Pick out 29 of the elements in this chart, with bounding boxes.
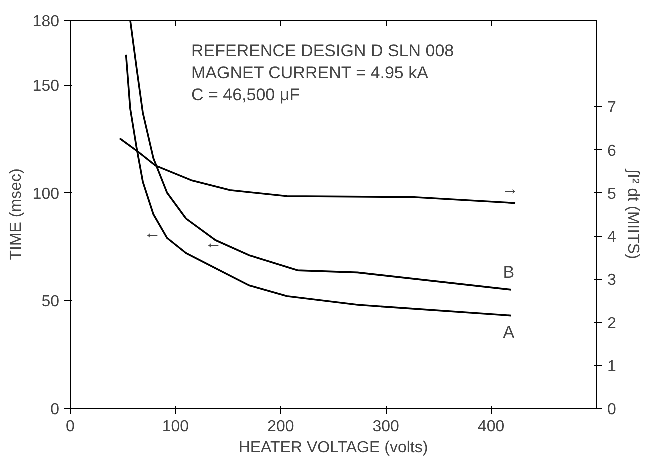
- y2-tick-label: 2: [608, 315, 616, 332]
- y-tick-label: 100: [32, 186, 60, 203]
- x-tick-label: 0: [66, 418, 76, 436]
- y2-tick-label: 4: [608, 229, 616, 246]
- annotation: MAGNET CURRENT = 4.95 kA: [191, 64, 430, 82]
- y2-axis-title: ∫I² dt (MIITS): [624, 168, 642, 260]
- series-label: B: [503, 262, 515, 282]
- annotation: C = 46,500 μF: [191, 86, 300, 104]
- y-tick-label: 180: [32, 14, 60, 30]
- annotation: REFERENCE DESIGN D SLN 008: [191, 42, 454, 60]
- y2-tick-label: 1: [608, 358, 616, 376]
- y2-tick-label: 3: [608, 272, 616, 290]
- y2-tick-label: 0: [608, 402, 616, 418]
- x-tick-label: 300: [372, 418, 400, 436]
- y-tick-label: 0: [50, 402, 60, 418]
- x-tick-label: 400: [478, 418, 505, 436]
- y-tick-label: 50: [42, 294, 60, 311]
- series-label: A: [503, 322, 516, 342]
- x-tick-label: 100: [162, 418, 190, 436]
- y2-tick-label: 6: [608, 142, 616, 160]
- y-tick-label: 150: [32, 78, 60, 96]
- annotation: ←: [144, 224, 162, 242]
- y2-tick-label: 5: [608, 186, 616, 203]
- y-axis-title: TIME (msec): [8, 168, 25, 260]
- x-tick-label: 200: [268, 418, 294, 436]
- annotation: →: [502, 180, 519, 198]
- y2-tick-label: 7: [608, 100, 616, 117]
- x-axis-title: HEATER VOLTAGE (volts): [238, 440, 428, 456]
- annotation: ←: [205, 234, 222, 252]
